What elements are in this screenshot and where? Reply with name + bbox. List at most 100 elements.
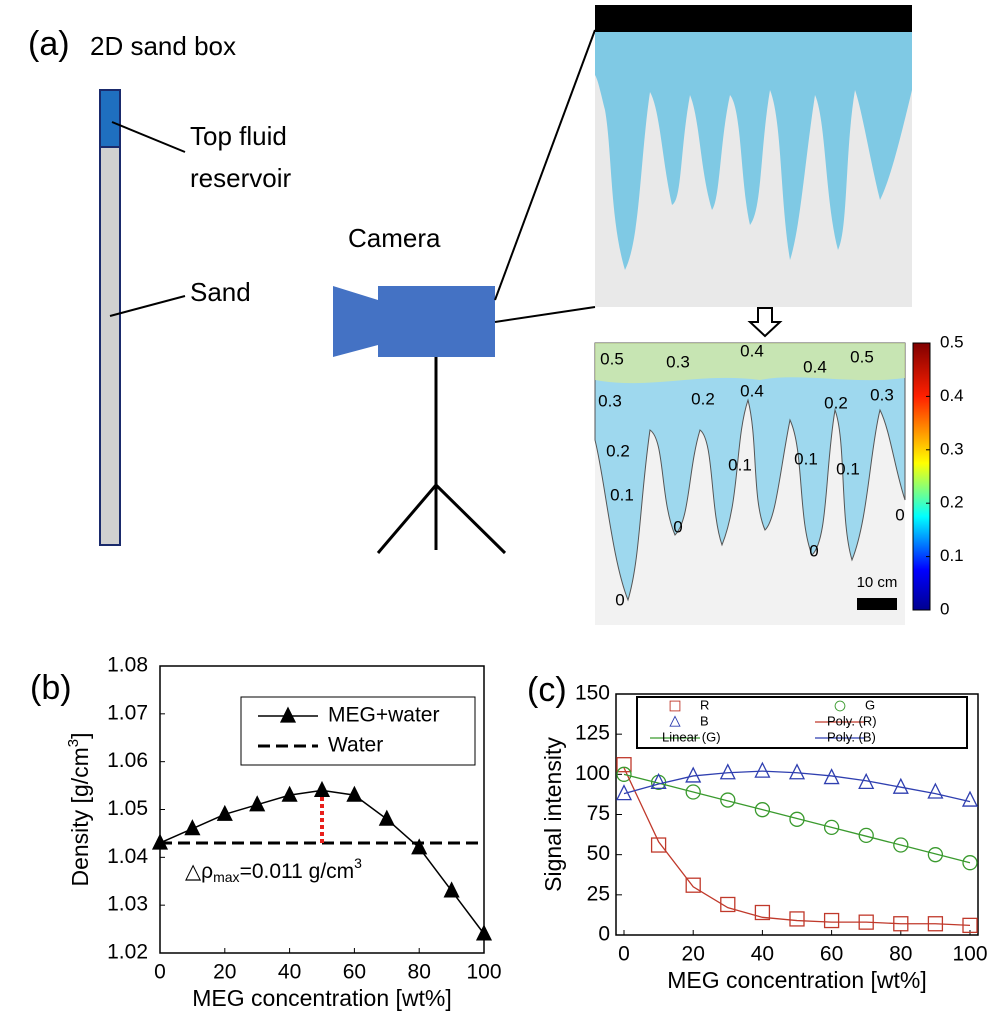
colorbar-tick-label: 0.2 — [940, 493, 964, 512]
x-tick-label: 20 — [213, 961, 236, 984]
x-tick-label: 0 — [154, 961, 166, 984]
camera-lens — [333, 286, 378, 357]
down-arrow — [750, 308, 780, 336]
point — [185, 821, 199, 835]
legend-label: Poly. (R) — [827, 713, 877, 728]
y-tick-label: 100 — [575, 762, 610, 785]
x-axis-label: MEG concentration [wt%] — [192, 985, 452, 1011]
legend-label: G — [865, 697, 875, 712]
y-axis-label-text: Signal intensity — [540, 737, 566, 892]
contour-label: 0.1 — [728, 455, 752, 474]
photo-top-bar — [595, 5, 912, 32]
colorbar-tick-label: 0.3 — [940, 439, 964, 458]
annotation-text: △ρ — [185, 860, 213, 883]
x-tick-label: 0 — [618, 943, 630, 966]
contour-label: 0 — [895, 505, 904, 524]
contour-label: 0.2 — [824, 393, 848, 412]
legend-label: B — [700, 713, 709, 728]
contour-label: 0 — [809, 541, 818, 560]
y-tick-label: 1.05 — [107, 797, 148, 820]
annotation-sup: 3 — [354, 855, 362, 871]
trend-line — [624, 774, 970, 862]
y-tick-label: 50 — [587, 842, 610, 865]
legend-label: Water — [328, 734, 383, 757]
contour-label: 0.3 — [666, 352, 690, 371]
colorbar-tick-label: 0 — [940, 599, 949, 618]
point — [790, 765, 804, 779]
label: reservoir — [190, 163, 291, 193]
contour-label: 0.3 — [870, 385, 894, 404]
contour-label: 0.4 — [740, 381, 764, 400]
y-tick-label: 125 — [575, 722, 610, 745]
title: 2D sand box — [90, 31, 236, 61]
point — [755, 763, 769, 777]
y-axis-label-end: ] — [67, 732, 93, 738]
legend-label: MEG+water — [328, 704, 439, 727]
x-tick-label: 20 — [682, 943, 705, 966]
y-tick-label: 1.07 — [107, 701, 148, 724]
x-tick-label: 60 — [343, 961, 366, 984]
y-tick-label: 1.02 — [107, 941, 148, 964]
point — [652, 838, 666, 852]
y-tick-label: 1.06 — [107, 749, 148, 772]
x-tick-label: 80 — [889, 943, 912, 966]
sand-column — [100, 147, 120, 545]
arrow — [112, 122, 185, 152]
contour-label: 0 — [615, 590, 624, 609]
y-tick-label: 75 — [587, 802, 610, 825]
contour-label: 0.2 — [691, 389, 715, 408]
label: Camera — [348, 223, 441, 253]
panel-label: (c) — [527, 671, 567, 709]
y-axis-label-text: Density [g/cm — [67, 747, 93, 886]
trend-line — [624, 768, 970, 925]
y-axis-label: Density [g/cm3] — [65, 732, 93, 886]
legend-label: Linear (G) — [662, 729, 721, 744]
point — [380, 811, 394, 825]
contour-label: 0.4 — [803, 357, 827, 376]
x-tick-label: 60 — [820, 943, 843, 966]
point — [721, 765, 735, 779]
legend-label: R — [700, 697, 709, 712]
annotation: △ρmax=0.011 g/cm3 — [185, 855, 362, 885]
point — [790, 912, 804, 926]
x-axis-label: MEG concentration [wt%] — [667, 967, 927, 993]
point — [963, 792, 977, 806]
figure: (a) 2D sand box Top fluid reservoir Sand… — [0, 0, 1007, 1016]
y-tick-label: 0 — [598, 923, 610, 946]
camera-body — [378, 286, 495, 357]
arrow — [110, 296, 185, 316]
colorbar-tick-label: 0.4 — [940, 386, 964, 405]
y-axis-label: Signal intensity — [540, 737, 566, 892]
panel-label: (a) — [28, 25, 70, 63]
contour-label: 0.2 — [606, 441, 630, 460]
y-tick-label: 25 — [587, 882, 610, 905]
contour-label: 0.5 — [600, 349, 624, 368]
annotation-sub: max — [213, 869, 239, 885]
view-line — [495, 307, 595, 322]
colorbar — [913, 343, 930, 610]
label: Top fluid — [190, 121, 287, 151]
y-tick-label: 1.04 — [107, 845, 148, 868]
reservoir — [100, 90, 120, 147]
x-tick-label: 100 — [952, 943, 987, 966]
scale-label: 10 cm — [857, 574, 898, 591]
view-line — [495, 30, 595, 300]
panel-label: (b) — [30, 669, 72, 707]
colorbar-tick-label: 0.1 — [940, 546, 964, 565]
point — [315, 782, 329, 796]
x-tick-label: 40 — [751, 943, 774, 966]
contour-label: 0.3 — [598, 391, 622, 410]
y-axis-label-sup: 3 — [65, 739, 82, 747]
scale-bar — [857, 598, 897, 610]
legend-label: Poly. (B) — [827, 729, 876, 744]
contour-label: 0.4 — [740, 341, 764, 360]
colorbar-tick-label: 0.5 — [940, 332, 964, 351]
contour-label: 0.1 — [794, 449, 818, 468]
label: Sand — [190, 277, 251, 307]
x-tick-label: 40 — [278, 961, 301, 984]
y-tick-label: 1.03 — [107, 893, 148, 916]
x-tick-label: 100 — [466, 961, 501, 984]
contour-label: 0.1 — [610, 485, 634, 504]
point — [928, 784, 942, 798]
tripod — [378, 357, 505, 553]
